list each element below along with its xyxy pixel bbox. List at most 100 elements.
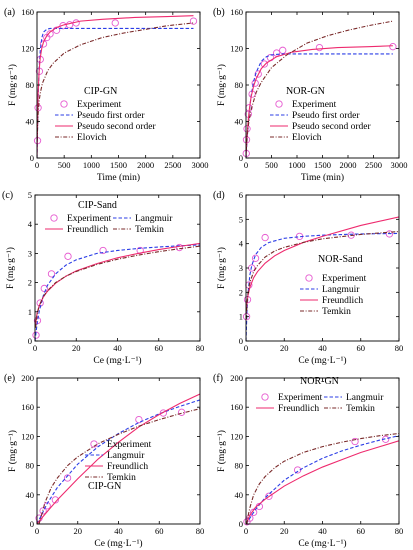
y-axis-label: F (mg·g⁻¹)	[216, 430, 227, 472]
y-axis-label: F (mg·g⁻¹)	[7, 430, 18, 472]
data-point	[63, 474, 72, 482]
data-point	[266, 53, 275, 62]
x-tick-label: 1000	[289, 160, 306, 170]
y-tick-label: 1	[28, 307, 32, 317]
panel-c: 0 20 40 60 80 0 1 2 3 4 5 Ce (mg·L⁻¹) F (mg·g⁻¹) (c) C…	[2, 190, 204, 366]
y-tick-label: 2	[28, 278, 32, 288]
plot-frame	[34, 194, 201, 342]
x-tick-label: 0	[35, 160, 39, 170]
legend-entry-label: Elovich	[77, 133, 107, 143]
x-tick-label: 40	[318, 343, 327, 353]
chart-title: NOR-Sand	[318, 254, 362, 265]
plot-frame	[245, 11, 400, 159]
panel-f: 0 20 40 60 80 0 40 80 120 160 200 Ce (mg·L⁻¹) F (mg·…	[213, 373, 403, 549]
y-tick-label: 0	[239, 519, 243, 529]
x-tick-label: 500	[265, 160, 278, 170]
panel-d: 0 20 40 60 80 0 1 2 3 4 5 6 Ce (mg·L⁻¹) F (mg·g⁻¹) (d)…	[213, 190, 403, 366]
legend-marker	[305, 274, 313, 282]
data-point	[111, 19, 119, 27]
panel-label: (e)	[4, 373, 15, 384]
series-temkin-line	[35, 245, 200, 328]
x-tick-label: 1500	[110, 160, 127, 170]
panel-label: (a)	[4, 7, 15, 18]
series-langmuir-line	[37, 399, 200, 524]
x-tick-label: 80	[196, 343, 205, 353]
y-tick-label: 5	[239, 214, 243, 224]
legend-entry-label: Temkin	[346, 404, 375, 414]
y-tick-label: 200	[230, 373, 243, 383]
y-tick-label: 120	[230, 44, 243, 54]
x-tick-label: 40	[114, 526, 123, 536]
series-pseudo-second-order-line	[37, 15, 194, 158]
x-axis-label: Ce (mg·L⁻¹)	[94, 538, 142, 549]
legend-entry-label: Temkin	[135, 225, 164, 235]
chart-title: CIP-GN	[84, 86, 117, 97]
y-axis-label: F (mg·g⁻¹)	[216, 247, 227, 289]
series-freundlich-line	[35, 242, 200, 326]
y-tick-label: 80	[26, 461, 35, 471]
panel-label: (f)	[213, 373, 223, 384]
legend-entry-label: Experiment	[278, 393, 323, 403]
y-tick-label: 3	[239, 263, 243, 273]
panel-label: (c)	[2, 190, 13, 201]
data-point	[47, 270, 56, 278]
data-point	[389, 43, 397, 51]
x-tick-label: 0	[244, 160, 248, 170]
legend-entry-label: Experiment	[67, 214, 112, 224]
y-tick-label: 0	[30, 519, 34, 529]
data-point	[64, 252, 72, 260]
legend-entry-label: Experiment	[107, 440, 152, 450]
panel-e: 0 20 40 60 80 0 40 80 120 160 200 Ce (mg·L⁻¹) F (mg·…	[4, 373, 204, 549]
legend-entry-label: Pseudo second order	[292, 122, 371, 132]
series-temkin-line	[246, 230, 399, 320]
data-point	[351, 437, 359, 446]
y-tick-label: 120	[21, 431, 34, 441]
y-tick-label: 80	[235, 80, 244, 90]
data-point	[251, 254, 260, 262]
legend-marker	[60, 100, 68, 108]
data-point	[189, 17, 198, 25]
x-tick-label: 60	[155, 343, 164, 353]
y-tick-label: 160	[230, 7, 243, 17]
legend-entry-label: Pseudo first order	[77, 110, 145, 121]
legend-entry-label: Temkin	[322, 307, 351, 317]
x-tick-label: 2000	[137, 160, 154, 170]
x-tick-label: 20	[72, 343, 81, 353]
chart-title: CIP-GN	[88, 481, 121, 492]
x-tick-label: 3000	[391, 160, 408, 170]
series-langmuir-line	[246, 435, 399, 524]
y-tick-label: 40	[235, 117, 244, 127]
y-tick-label: 2	[239, 287, 243, 297]
x-tick-label: 0	[244, 526, 248, 536]
data-point	[51, 496, 59, 504]
data-point	[32, 331, 40, 339]
series-pseudo-second-order-line	[246, 45, 393, 158]
data-point	[135, 415, 143, 424]
y-tick-label: 40	[26, 490, 35, 500]
x-tick-label: 2000	[340, 160, 357, 170]
plot-frame	[36, 11, 201, 159]
legend-entry-label: Experiment	[292, 100, 337, 110]
x-axis-label: Time (min)	[97, 172, 140, 183]
data-point	[279, 46, 287, 54]
data-point	[178, 408, 186, 416]
legend-entry-label: Freundlich	[278, 404, 319, 414]
x-tick-label: 60	[155, 526, 164, 536]
chart-title: NOR-GN	[300, 376, 339, 387]
legend-entry-label: Freundlich	[322, 296, 363, 306]
x-tick-label: 60	[357, 343, 366, 353]
legend-entry-label: Experiment	[322, 274, 367, 284]
legend-marker	[90, 440, 98, 448]
y-tick-label: 0	[30, 153, 34, 163]
series-temkin-line	[246, 432, 399, 524]
legend-marker	[275, 100, 283, 108]
y-tick-label: 5	[28, 190, 32, 200]
y-tick-label: 40	[235, 490, 244, 500]
data-point	[254, 70, 262, 78]
x-tick-label: 80	[395, 343, 404, 353]
legend-entry-label: Freundlich	[107, 462, 148, 472]
